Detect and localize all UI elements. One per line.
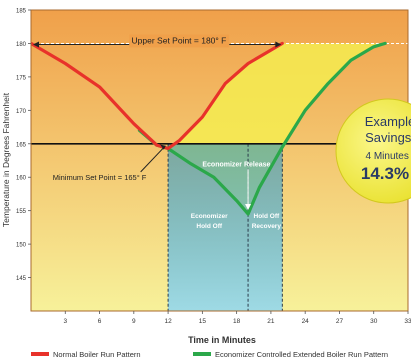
recovery-label-line2: Recovery xyxy=(252,223,282,230)
y-tick-label: 180 xyxy=(16,42,27,48)
economizer-release-arrowhead xyxy=(245,203,252,210)
economizer-release-label: Economizer Release xyxy=(202,162,270,169)
x-tick-label: 30 xyxy=(370,318,378,325)
x-axis-label: Time in Minutes xyxy=(188,335,256,345)
legend-label-normal: Normal Boiler Run Pattern xyxy=(53,350,141,359)
x-tick-label: 24 xyxy=(302,318,310,325)
x-tick-label: 6 xyxy=(98,318,102,325)
arrowhead-right xyxy=(275,41,282,48)
hold-off-region xyxy=(168,143,283,311)
savings-badge xyxy=(335,98,411,204)
x-tick-label: 12 xyxy=(164,318,172,325)
y-tick-label: 155 xyxy=(16,209,27,215)
upper-set-point-label: Upper Set Point = 180° F xyxy=(132,35,227,45)
hold-off-label-line1: Economizer xyxy=(191,213,228,220)
x-tick-label: 3 xyxy=(63,318,67,325)
minimum-set-point-arrowhead xyxy=(160,144,166,150)
savings-badge-title: Example xyxy=(365,114,411,129)
y-tick-label: 185 xyxy=(16,9,27,15)
hold-off-label-line2: Hold Off xyxy=(196,223,222,230)
y-tick-label: 145 xyxy=(16,276,27,282)
savings-badge-title: Savings: xyxy=(365,130,411,145)
y-tick-label: 175 xyxy=(16,75,27,81)
y-tick-label: 165 xyxy=(16,142,27,148)
minimum-set-point-pointer xyxy=(140,147,164,173)
minimum-set-point-label: Minimum Set Point = 165° F xyxy=(53,173,147,182)
upper-set-point-label-bg xyxy=(129,34,230,48)
x-tick-label: 33 xyxy=(404,318,411,325)
y-axis-label: Temperature in Degrees Fahrenheit xyxy=(1,92,11,227)
savings-badge-line2: 14.3% xyxy=(361,164,409,183)
series-line-normal xyxy=(31,41,284,151)
x-tick-label: 27 xyxy=(336,318,344,325)
savings-badge-line1: 4 Minutes or xyxy=(365,151,411,162)
y-tick-label: 150 xyxy=(16,243,27,249)
arrowhead-left xyxy=(33,41,39,48)
x-tick-label: 15 xyxy=(199,318,207,325)
y-tick-label: 170 xyxy=(16,109,27,115)
x-tick-label: 21 xyxy=(267,318,275,325)
recovery-label-line1: Hold Off xyxy=(254,213,280,220)
series-line-economizer xyxy=(137,41,387,216)
legend-label-economizer: Economizer Controlled Extended Boiler Ru… xyxy=(215,350,388,359)
y-tick-label: 160 xyxy=(16,176,27,182)
legend-swatch-economizer xyxy=(193,352,211,356)
x-tick-label: 18 xyxy=(233,318,241,325)
x-tick-label: 9 xyxy=(132,318,136,325)
legend-swatch-normal xyxy=(31,352,49,356)
